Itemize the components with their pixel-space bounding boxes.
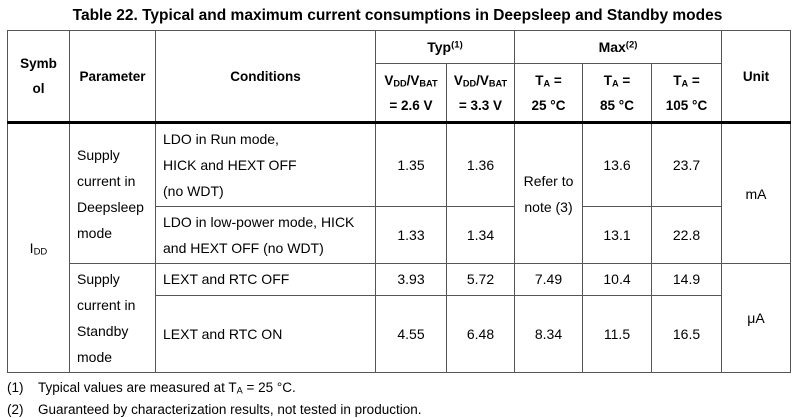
header-typ-2v6: VDD/VBAT = 2.6 V [375, 63, 447, 123]
header-max-group: Max(2) [514, 30, 722, 64]
header-typ-3v3: VDD/VBAT = 3.3 V [446, 63, 515, 123]
condition-cell: LDO in low-power mode, HICK and HEXT OFF… [155, 206, 376, 264]
condition-cell: LEXT and RTC ON [155, 294, 376, 374]
header-conditions: Conditions [155, 30, 376, 123]
table-row: Supply current in Standby mode LEXT and … [8, 263, 791, 373]
consumption-table: Symb ol Parameter Conditions Typ(1) Max(… [7, 30, 791, 374]
typ-2v6-value: 1.33 [375, 206, 447, 264]
max-85c-value: 11.5 [582, 294, 652, 374]
max-85c-value: 13.1 [582, 206, 652, 264]
refer-note-cell: Refer to note (3) [514, 121, 583, 264]
max-25c-value: 8.34 [514, 294, 583, 374]
table-row: IDD Supply current in Deepsleep mode LDO… [7, 121, 791, 373]
typ-3v3-value: 1.34 [446, 206, 515, 264]
typ-2v6-value: 4.55 [375, 294, 447, 374]
unit-ma-cell: mA [721, 121, 791, 264]
header-symbol: Symb ol [7, 30, 70, 123]
header-max-25c: TA = 25 °C [514, 63, 583, 123]
table-row: LDO in low-power mode, HICK and HEXT OFF… [8, 206, 791, 264]
condition-cell: LDO in Run mode, HICK and HEXT OFF (no W… [155, 121, 376, 207]
typ-3v3-value: 1.36 [446, 121, 515, 207]
table-row: LEXT and RTC ON 4.55 6.48 8.34 11.5 16.5 [8, 294, 791, 374]
table-title: Table 22. Typical and maximum current co… [72, 7, 723, 24]
unit-ua-cell: μA [721, 263, 791, 373]
footnote-text: Guaranteed by characterization results, … [38, 401, 422, 417]
max-105c-value: 16.5 [651, 294, 722, 374]
parameter-standby-cell: Supply current in Standby mode [69, 263, 156, 373]
condition-cell: LEXT and RTC OFF [155, 263, 376, 296]
max-85c-value: 10.4 [582, 263, 652, 296]
footnote-marker: (1) [7, 380, 24, 395]
footnotes: (1) Typical values are measured at TA = … [7, 377, 795, 418]
max-105c-value: 14.9 [651, 263, 722, 296]
typ-2v6-value: 1.35 [375, 121, 447, 207]
typ-3v3-value: 6.48 [446, 294, 515, 374]
parameter-deepsleep-cell: Supply current in Deepsleep mode [69, 121, 156, 264]
max-105c-value: 22.8 [651, 206, 722, 264]
max-25c-value: 7.49 [514, 263, 583, 296]
footnote-text: Typical values are measured at TA = 25 °… [38, 380, 296, 396]
symbol-idd-cell: IDD [7, 121, 70, 373]
footnote-1: (1) Typical values are measured at TA = … [7, 377, 795, 399]
typ-2v6-value: 3.93 [375, 263, 447, 296]
header-unit: Unit [721, 30, 791, 123]
max-85c-value: 13.6 [582, 121, 652, 207]
header-max-85c: TA = 85 °C [582, 63, 652, 123]
max-105c-value: 23.7 [651, 121, 722, 207]
header-parameter: Parameter [69, 30, 156, 123]
footnote-2: (2) Guaranteed by characterization resul… [7, 399, 795, 418]
header-max-105c: TA = 105 °C [651, 63, 722, 123]
header-typ-group: Typ(1) [375, 30, 515, 64]
typ-3v3-value: 5.72 [446, 263, 515, 296]
footnote-marker: (2) [7, 401, 24, 417]
